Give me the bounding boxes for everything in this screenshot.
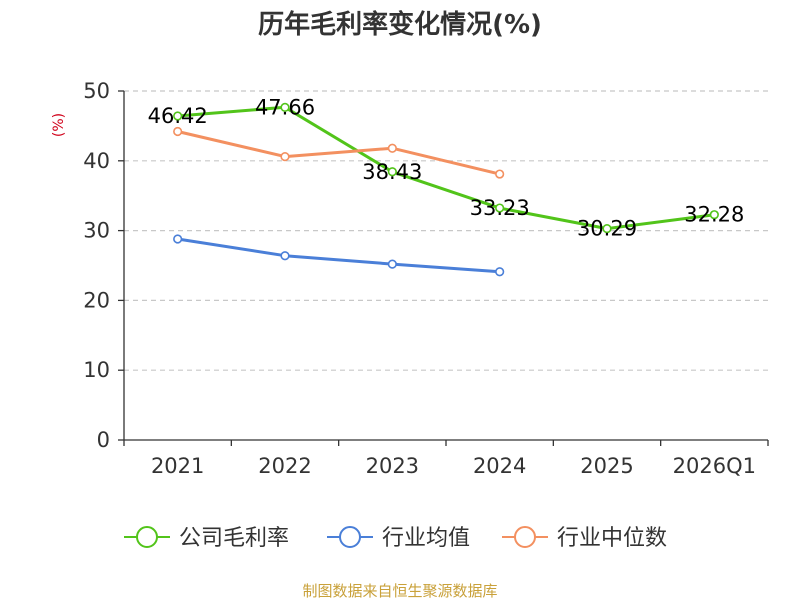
data-label: 30.29 [577,217,637,241]
data-point [495,169,505,179]
grid-lines [124,90,768,371]
data-point [387,143,397,153]
y-tick-label: 30 [83,219,110,243]
data-point [280,152,290,162]
x-tick-label: 2021 [151,454,204,478]
legend-marker [514,526,536,548]
y-tick-label: 40 [83,149,110,173]
legend: 公司毛利率 行业均值 行业中位数 [124,526,667,551]
series-line-2 [176,130,502,176]
legend-marker [136,526,158,548]
series-line-0 [176,105,716,231]
data-point [495,203,505,213]
data-point [709,210,719,220]
data-labels: 46.42 47.66 38.43 33.23 30.29 32.28 [148,95,745,240]
data-label: 33.23 [470,196,530,220]
data-point [280,251,290,261]
data-label: 47.66 [255,95,315,119]
data-point [280,102,290,112]
data-point [173,126,183,137]
legend-label: 行业中位数 [557,526,667,551]
data-label: 46.42 [148,104,208,128]
x-tick-label: 2022 [258,454,311,478]
x-tick-label: 2026Q1 [673,454,756,478]
x-tick-label: 2024 [473,454,526,478]
y-tick-label: 50 [83,79,110,103]
legend-marker [339,526,361,548]
series-lines [173,102,719,277]
y-axis-unit: (%) [51,113,67,137]
axes: 0 10 20 30 40 50 2021 2022 2023 2024 2025 2026Q1 [83,79,769,478]
legend-label: 行业均值 [382,526,470,551]
chart-title: 历年毛利率变化情况(%) [258,9,542,40]
x-tick-label: 2025 [580,454,633,478]
data-point [495,267,505,277]
y-tick-label: 0 [97,428,110,452]
legend-label: 公司毛利率 [179,526,289,551]
data-point [387,259,397,269]
data-label: 38.43 [362,160,422,184]
series-line-1 [176,237,502,274]
source-note: 制图数据来自恒生聚源数据库 [302,582,497,600]
y-tick-label: 20 [83,288,110,312]
data-point [173,234,183,244]
data-label: 32.28 [684,203,744,227]
data-point [387,167,397,177]
data-point [602,223,612,234]
x-tick-label: 2023 [366,454,419,478]
y-tick-label: 10 [83,358,110,382]
data-point [173,111,183,121]
